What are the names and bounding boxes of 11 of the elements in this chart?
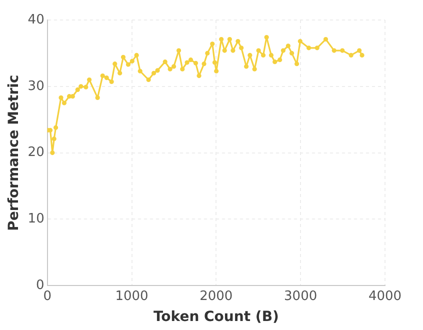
y-tick-label: 10 <box>28 212 44 227</box>
x-tick-label: 2000 <box>200 288 233 304</box>
y-tick-label: 30 <box>28 78 44 94</box>
y-tick-label: 0 <box>36 278 44 293</box>
y-tick-label: 40 <box>28 12 44 28</box>
y-axis-title: Performance Metric <box>6 74 22 231</box>
y-tick-label: 20 <box>28 145 44 160</box>
x-tick-label: 4000 <box>368 288 402 304</box>
x-axis-title: Token Count (B) <box>153 309 279 326</box>
x-tick-label: 1000 <box>115 288 148 304</box>
x-tick-label: 3000 <box>284 288 318 304</box>
